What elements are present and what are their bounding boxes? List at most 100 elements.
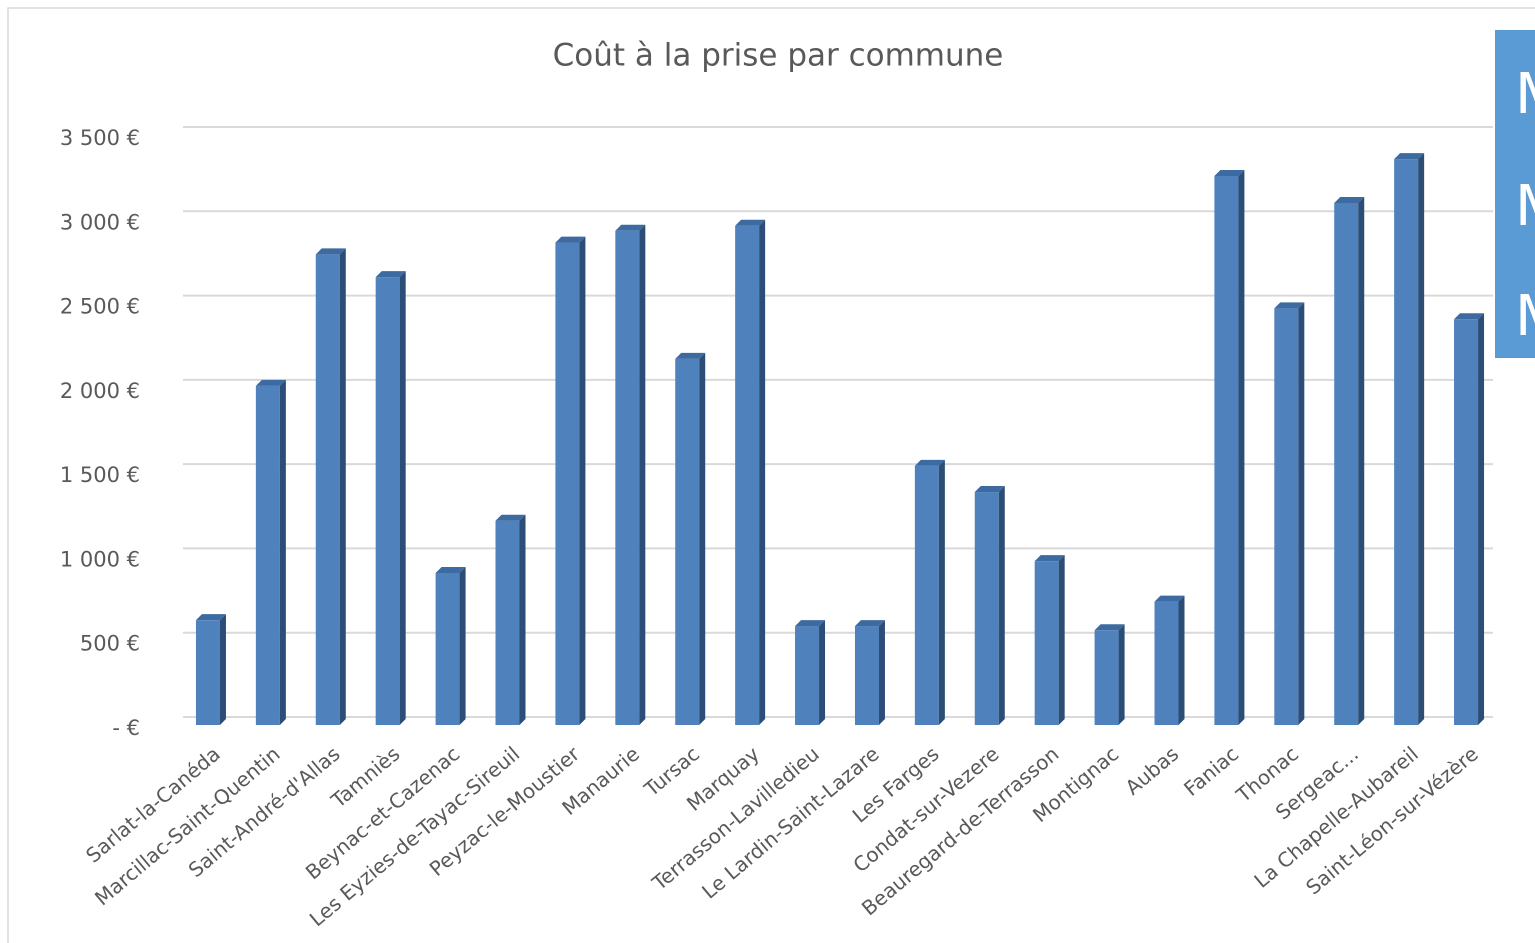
side-panel-text: M xyxy=(1515,284,1535,349)
bar-group xyxy=(615,224,646,725)
bar-side xyxy=(699,352,706,725)
bar-group xyxy=(375,271,406,725)
bar-side xyxy=(339,248,346,725)
bar-top xyxy=(914,459,945,466)
bar-top xyxy=(1214,169,1245,176)
y-tick-label: 3 500 € xyxy=(60,126,140,150)
bar xyxy=(1274,308,1299,725)
bar-side xyxy=(219,614,226,725)
bar-top xyxy=(1394,153,1425,160)
bar-group xyxy=(315,248,346,725)
bar-top xyxy=(1334,196,1365,203)
bar xyxy=(1334,202,1359,725)
bar-group xyxy=(195,614,226,725)
bar-side xyxy=(399,271,406,725)
bar-group xyxy=(795,620,826,725)
bar-top xyxy=(555,236,586,243)
bar xyxy=(795,626,820,725)
side-panel-box xyxy=(1495,30,1535,358)
bar-top xyxy=(1094,624,1125,631)
bar-top xyxy=(495,514,526,521)
bar xyxy=(1214,175,1239,725)
bar-group xyxy=(675,352,706,725)
bar-group xyxy=(1454,313,1485,725)
bar-side xyxy=(579,236,586,726)
bar-side xyxy=(279,379,286,725)
bar-side xyxy=(819,620,826,725)
bar-group xyxy=(1034,555,1065,725)
bar-group xyxy=(1154,595,1185,725)
bar-side xyxy=(759,219,766,725)
bar xyxy=(914,465,939,725)
bar xyxy=(974,492,999,725)
bar-top xyxy=(1454,313,1485,320)
bar-side xyxy=(1058,555,1065,725)
bar-top xyxy=(435,566,466,573)
bar xyxy=(195,620,220,725)
bar-top xyxy=(315,248,346,255)
bar-top xyxy=(675,352,706,359)
bar-side xyxy=(1478,313,1485,725)
bar xyxy=(615,230,640,725)
bar-top xyxy=(195,614,226,621)
bar-group xyxy=(854,620,885,725)
bar-top xyxy=(615,224,646,231)
bar-top xyxy=(1274,302,1305,309)
bar xyxy=(555,242,580,726)
bar-top xyxy=(255,379,286,386)
bar-group xyxy=(255,379,286,725)
bar-side xyxy=(639,224,646,725)
bar xyxy=(1094,630,1119,725)
bar xyxy=(375,277,400,725)
bar-group xyxy=(1334,196,1365,725)
bar xyxy=(1154,601,1179,725)
chart-title: Coût à la prise par commune xyxy=(553,38,1004,74)
bar-side xyxy=(938,459,945,725)
bar-side xyxy=(1298,302,1305,725)
y-tick-label: 2 500 € xyxy=(60,295,140,319)
bar-side xyxy=(519,514,526,725)
bar xyxy=(1454,319,1479,725)
bar xyxy=(315,254,340,725)
bar-top xyxy=(375,271,406,278)
bar xyxy=(435,572,460,725)
bar-top xyxy=(974,486,1005,493)
bar-top xyxy=(1034,555,1065,562)
y-tick-label: - € xyxy=(112,716,140,740)
y-tick-label: 1 500 € xyxy=(60,463,140,487)
bar-side xyxy=(1118,624,1125,725)
bar-top xyxy=(1154,595,1185,602)
y-tick-label: 1 000 € xyxy=(60,547,140,571)
bar-group xyxy=(495,514,526,725)
bar-side xyxy=(998,486,1005,725)
bar xyxy=(495,520,520,725)
bar-group xyxy=(974,486,1005,725)
bar-group xyxy=(1394,153,1425,726)
bar-side xyxy=(1418,153,1425,726)
bar-top xyxy=(735,219,766,226)
bar-side xyxy=(1178,595,1185,725)
bar xyxy=(1034,561,1059,725)
bar-group xyxy=(1094,624,1125,725)
bar-side xyxy=(1238,169,1245,725)
bar-group xyxy=(735,219,766,725)
bar-side xyxy=(1358,196,1365,725)
bar xyxy=(1394,159,1419,726)
bar-side xyxy=(878,620,885,725)
bar-group xyxy=(555,236,586,726)
bar xyxy=(854,626,879,725)
bar xyxy=(675,358,700,725)
bar-group xyxy=(914,459,945,725)
bar xyxy=(735,225,760,725)
bar-top xyxy=(854,620,885,627)
y-tick-label: 2 000 € xyxy=(60,379,140,403)
bar xyxy=(255,385,280,725)
bar-group xyxy=(435,566,466,725)
side-panel-text: M xyxy=(1515,174,1535,239)
bar-side xyxy=(459,566,466,725)
bar-group xyxy=(1214,169,1245,725)
side-panel: M M M xyxy=(1495,30,1535,358)
bar-group xyxy=(1274,302,1305,725)
